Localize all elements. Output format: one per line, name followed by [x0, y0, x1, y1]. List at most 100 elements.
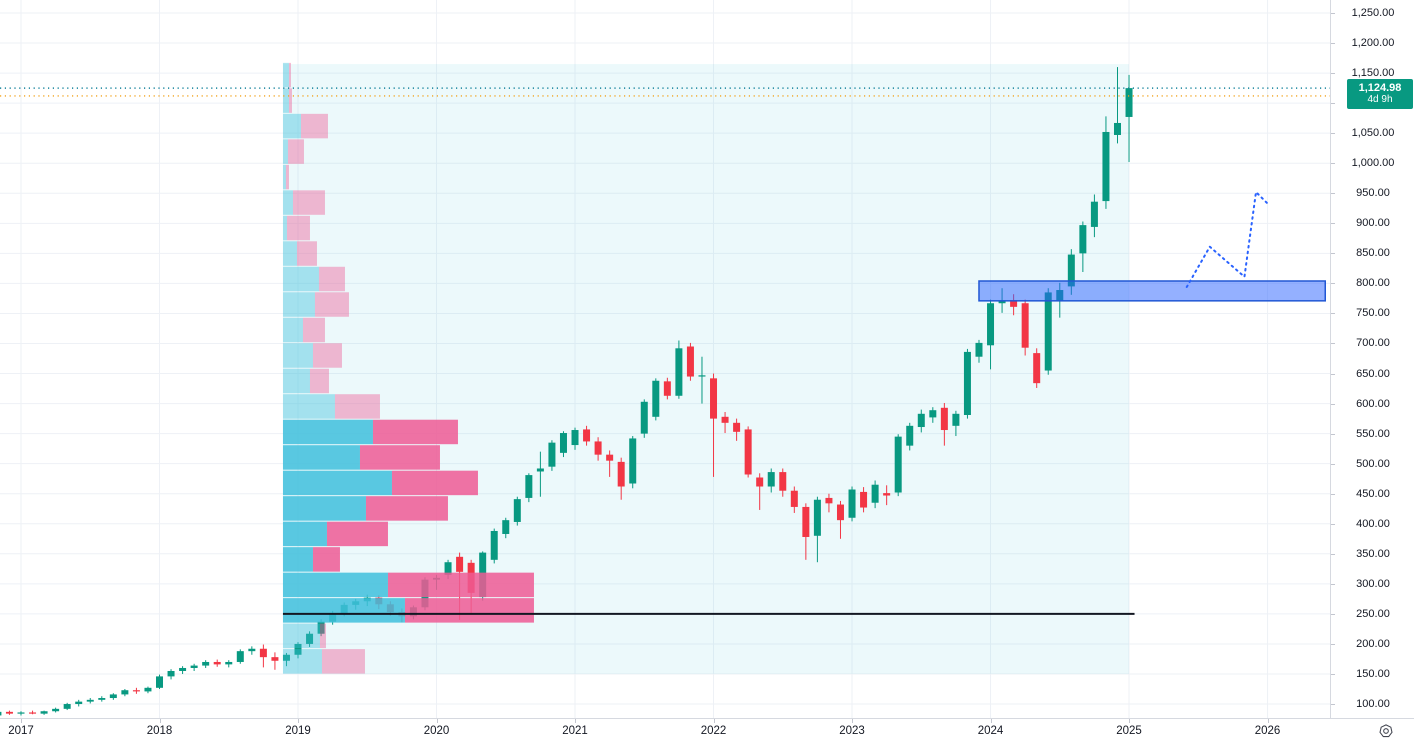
- candle[interactable]: [583, 425, 591, 446]
- candle[interactable]: [836, 500, 844, 539]
- candle[interactable]: [167, 669, 175, 680]
- volume-profile-row-down[interactable]: [326, 521, 388, 547]
- candle[interactable]: [236, 649, 244, 664]
- candle[interactable]: [975, 339, 983, 363]
- volume-profile-row-up[interactable]: [282, 394, 335, 419]
- candle[interactable]: [29, 710, 37, 715]
- candle[interactable]: [5, 710, 13, 715]
- volume-profile-row-down[interactable]: [285, 164, 289, 190]
- candle[interactable]: [17, 711, 25, 716]
- volume-profile-row-up[interactable]: [282, 139, 288, 164]
- chart-pane[interactable]: [0, 0, 1330, 718]
- candle[interactable]: [698, 356, 706, 404]
- volume-profile-row-down[interactable]: [314, 292, 349, 317]
- candle[interactable]: [1021, 299, 1029, 356]
- candle[interactable]: [306, 631, 314, 647]
- volume-profile-row-down[interactable]: [365, 496, 448, 521]
- candle[interactable]: [790, 486, 798, 513]
- volume-profile-row-down[interactable]: [288, 62, 291, 88]
- candle[interactable]: [63, 702, 71, 711]
- volume-profile-row-down[interactable]: [292, 190, 325, 215]
- candle[interactable]: [213, 659, 221, 667]
- volume-profile-row-down[interactable]: [318, 266, 345, 292]
- candle[interactable]: [144, 686, 152, 694]
- candle[interactable]: [987, 299, 995, 370]
- candle[interactable]: [1113, 67, 1121, 144]
- candle[interactable]: [733, 418, 741, 441]
- volume-profile-row-up[interactable]: [282, 368, 310, 394]
- candle[interactable]: [75, 699, 83, 707]
- candle[interactable]: [606, 450, 614, 477]
- volume-profile-row-down[interactable]: [288, 88, 292, 113]
- volume-profile-row-down[interactable]: [334, 394, 380, 419]
- volume-profile-row-up[interactable]: [282, 215, 287, 241]
- volume-profile-row-down[interactable]: [404, 598, 534, 623]
- candle[interactable]: [109, 693, 117, 700]
- candle[interactable]: [259, 644, 267, 668]
- volume-profile-row-up[interactable]: [282, 547, 313, 572]
- volume-profile-row-down[interactable]: [296, 241, 317, 266]
- candle[interactable]: [871, 480, 879, 509]
- volume-profile-row-down[interactable]: [300, 113, 328, 139]
- candle[interactable]: [906, 422, 914, 451]
- candle[interactable]: [848, 486, 856, 522]
- candle[interactable]: [640, 399, 648, 438]
- volume-profile-row-up[interactable]: [282, 623, 320, 649]
- candle[interactable]: [825, 493, 833, 513]
- candle[interactable]: [225, 660, 233, 668]
- candle[interactable]: [744, 426, 752, 478]
- candle[interactable]: [536, 451, 544, 497]
- volume-profile-row-down[interactable]: [391, 470, 478, 496]
- candle[interactable]: [490, 528, 498, 564]
- candle[interactable]: [179, 666, 187, 674]
- volume-profile-row-up[interactable]: [282, 598, 405, 623]
- candle[interactable]: [813, 496, 821, 563]
- candle[interactable]: [156, 674, 164, 690]
- candle[interactable]: [963, 348, 971, 419]
- volume-profile-row-up[interactable]: [282, 88, 289, 113]
- candlestick-chart[interactable]: [0, 0, 1330, 718]
- volume-profile-row-up[interactable]: [282, 572, 388, 598]
- candle[interactable]: [1102, 116, 1110, 209]
- candle[interactable]: [132, 687, 140, 694]
- candle[interactable]: [52, 707, 60, 713]
- volume-profile-row-up[interactable]: [282, 445, 360, 470]
- candle[interactable]: [271, 652, 279, 670]
- candle[interactable]: [686, 342, 694, 381]
- candle[interactable]: [756, 473, 764, 510]
- candle[interactable]: [525, 473, 533, 503]
- candle[interactable]: [860, 487, 868, 513]
- candle[interactable]: [513, 496, 521, 526]
- volume-profile-row-up[interactable]: [282, 62, 289, 88]
- candle[interactable]: [767, 468, 775, 493]
- volume-profile-row-down[interactable]: [387, 572, 534, 598]
- volume-profile-row-down[interactable]: [302, 317, 325, 343]
- candle[interactable]: [202, 660, 210, 668]
- candle[interactable]: [779, 468, 787, 497]
- candle[interactable]: [0, 711, 2, 717]
- volume-profile-row-up[interactable]: [282, 343, 313, 368]
- candle[interactable]: [190, 663, 198, 671]
- candle[interactable]: [721, 411, 729, 434]
- candle[interactable]: [894, 434, 902, 497]
- candle[interactable]: [248, 646, 256, 655]
- candle[interactable]: [617, 457, 625, 500]
- volume-profile-row-up[interactable]: [282, 317, 303, 343]
- candle[interactable]: [952, 410, 960, 437]
- candle[interactable]: [594, 437, 602, 461]
- projection-path-drawing[interactable]: [1185, 191, 1269, 289]
- candle[interactable]: [710, 373, 718, 477]
- candle[interactable]: [663, 377, 671, 400]
- volume-profile-row-down[interactable]: [312, 343, 342, 368]
- volume-profile-row-down[interactable]: [321, 649, 365, 674]
- volume-profile-row-down[interactable]: [319, 623, 326, 649]
- price-axis[interactable]: 1,250.001,200.001,150.001,100.001,050.00…: [1330, 0, 1414, 718]
- volume-profile-row-up[interactable]: [282, 496, 366, 521]
- candle[interactable]: [502, 517, 510, 539]
- candle[interactable]: [802, 503, 810, 560]
- candle[interactable]: [917, 409, 925, 433]
- candle[interactable]: [883, 485, 891, 506]
- candle[interactable]: [559, 431, 567, 458]
- candle[interactable]: [1079, 221, 1087, 272]
- candle[interactable]: [548, 440, 556, 471]
